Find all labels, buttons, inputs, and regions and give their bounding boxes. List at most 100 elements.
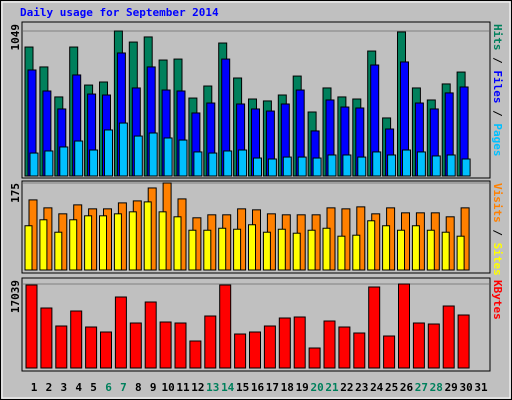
bar [442, 305, 455, 369]
legend-entry: KBytes [491, 280, 504, 320]
chart-title: Daily usage for September 2014 [20, 6, 219, 19]
x-tick-label: 13 [206, 381, 219, 394]
bar [163, 137, 173, 177]
bar [84, 215, 93, 271]
y-tick-label: 1049 [9, 24, 22, 51]
bar [25, 284, 38, 369]
x-tick-label: 7 [120, 381, 127, 394]
bar [219, 284, 232, 369]
bar [159, 321, 172, 369]
x-tick-label: 19 [296, 381, 309, 394]
x-tick-label: 23 [355, 381, 368, 394]
bar [368, 286, 381, 369]
bar [178, 139, 188, 177]
x-tick-label: 30 [459, 381, 472, 394]
x-tick-label: 22 [340, 381, 353, 394]
x-tick-label: 21 [325, 381, 339, 394]
bar [431, 155, 441, 177]
bar [308, 347, 321, 369]
bar [218, 227, 227, 271]
bar [39, 219, 48, 271]
bar [104, 129, 113, 177]
bar [372, 151, 382, 177]
bar [278, 317, 291, 369]
legend-entry: Hits [491, 24, 504, 51]
bar [293, 316, 306, 369]
bar [133, 135, 143, 177]
bar [174, 322, 187, 369]
bar [248, 224, 256, 271]
bar [446, 154, 456, 177]
bar [267, 158, 277, 177]
bar [233, 228, 242, 271]
bar [40, 307, 53, 369]
bar [338, 326, 351, 369]
bar [204, 315, 217, 369]
bar [412, 322, 425, 369]
legend-separator: / [491, 51, 504, 71]
x-tick-label: 27 [415, 381, 428, 394]
bar [416, 151, 426, 177]
bar [158, 211, 167, 271]
bar [382, 225, 391, 271]
bar [397, 229, 405, 271]
x-tick-label: 25 [385, 381, 398, 394]
x-tick-label: 14 [221, 381, 235, 394]
bar [223, 150, 233, 177]
bar [173, 216, 182, 271]
bar [113, 213, 122, 271]
bar [148, 132, 158, 177]
legend: KBytes [491, 280, 504, 320]
bar [322, 227, 331, 271]
bar [457, 314, 470, 369]
legend-separator: / [491, 223, 504, 243]
legend: Hits / Files / Pages [491, 24, 504, 157]
x-tick-label: 29 [445, 381, 458, 394]
x-tick-label: 5 [90, 381, 97, 394]
bar [29, 152, 39, 177]
bar [342, 154, 352, 177]
bar [337, 235, 346, 271]
bar [426, 229, 435, 271]
bar [85, 326, 98, 369]
bar [59, 146, 69, 177]
bar [461, 158, 471, 177]
x-tick-label: 26 [400, 381, 414, 394]
bar [114, 296, 127, 369]
bar [353, 332, 366, 369]
bar [307, 229, 316, 271]
x-tick-label: 11 [176, 381, 190, 394]
bar [128, 211, 137, 271]
x-tick-label: 2 [46, 381, 53, 394]
bar [144, 301, 157, 369]
bar [327, 154, 337, 177]
bar [129, 322, 142, 369]
bar [74, 140, 84, 177]
bar [292, 232, 301, 271]
bar [193, 151, 203, 177]
legend-entry: Files [491, 70, 504, 103]
x-tick-label: 6 [105, 381, 112, 394]
bar [402, 149, 411, 177]
x-tick-label: 4 [75, 381, 82, 394]
bar [456, 235, 465, 271]
x-tick-label: 20 [310, 381, 323, 394]
bar [312, 157, 322, 177]
bar [282, 156, 292, 177]
bar [24, 225, 33, 271]
bar [263, 325, 276, 369]
x-tick-label: 9 [150, 381, 157, 394]
bar [387, 154, 397, 177]
bar [143, 201, 152, 271]
x-tick-label: 1 [31, 381, 38, 394]
bar [188, 229, 197, 271]
x-tick-label: 17 [266, 381, 279, 394]
bar [411, 225, 420, 271]
x-tick-label: 3 [60, 381, 67, 394]
bar [262, 231, 271, 271]
legend: Visits / Sites [491, 183, 504, 276]
bar [323, 320, 336, 369]
legend-entry: Sites [491, 243, 504, 276]
